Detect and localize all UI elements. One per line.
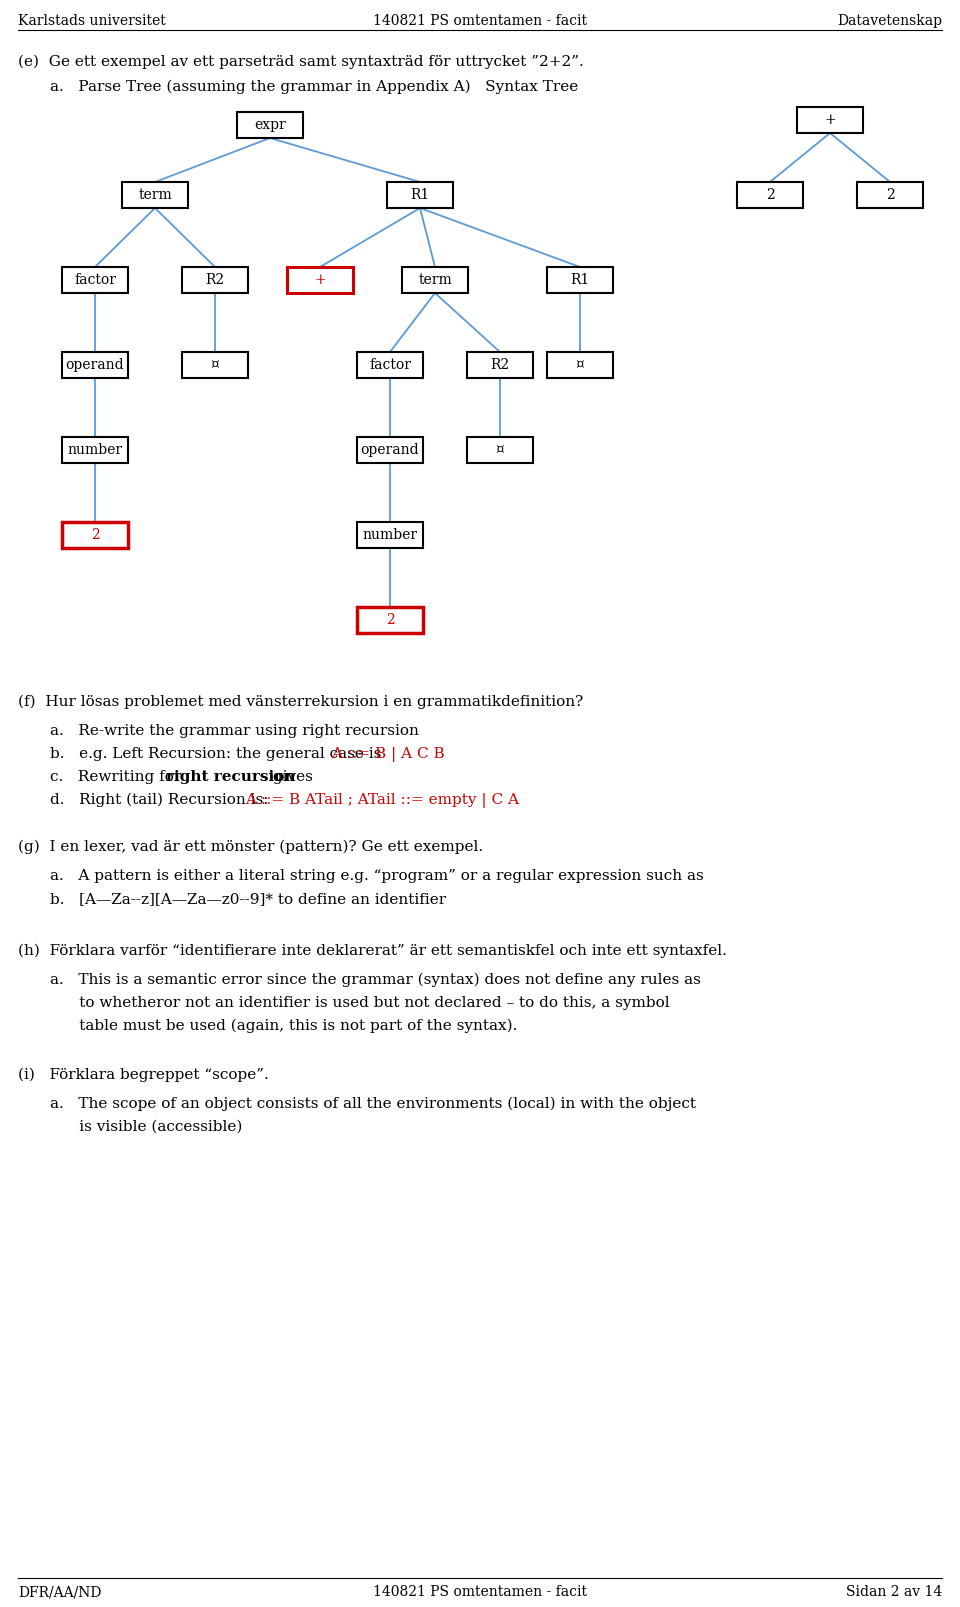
Text: b.   e.g. Left Recursion: the general case is: b. e.g. Left Recursion: the general case… bbox=[50, 747, 386, 762]
FancyBboxPatch shape bbox=[387, 182, 453, 207]
Text: 140821 PS omtentamen - facit: 140821 PS omtentamen - facit bbox=[373, 14, 587, 27]
FancyBboxPatch shape bbox=[62, 437, 128, 463]
Text: +: + bbox=[825, 112, 836, 127]
Text: Sidan 2 av 14: Sidan 2 av 14 bbox=[846, 1585, 942, 1599]
Text: Karlstads universitet: Karlstads universitet bbox=[18, 14, 166, 27]
FancyBboxPatch shape bbox=[357, 522, 423, 548]
Text: 2: 2 bbox=[886, 188, 895, 202]
Text: 2: 2 bbox=[386, 612, 395, 627]
Text: R1: R1 bbox=[410, 188, 430, 202]
Text: operand: operand bbox=[361, 444, 420, 456]
FancyBboxPatch shape bbox=[122, 182, 188, 207]
Text: (f)  Hur lösas problemet med vänsterrekursion i en grammatikdefinition?: (f) Hur lösas problemet med vänsterrekur… bbox=[18, 694, 584, 709]
FancyBboxPatch shape bbox=[547, 352, 613, 378]
FancyBboxPatch shape bbox=[182, 352, 248, 378]
Text: c.   Rewriting for: c. Rewriting for bbox=[50, 770, 186, 784]
Text: number: number bbox=[363, 529, 418, 542]
Text: d.   Right (tail) Recursion is:: d. Right (tail) Recursion is: bbox=[50, 792, 274, 807]
Text: (g)  I en lexer, vad är ett mönster (pattern)? Ge ett exempel.: (g) I en lexer, vad är ett mönster (patt… bbox=[18, 840, 483, 855]
FancyBboxPatch shape bbox=[737, 182, 803, 207]
Text: 140821 PS omtentamen - facit: 140821 PS omtentamen - facit bbox=[373, 1585, 587, 1599]
FancyBboxPatch shape bbox=[357, 607, 423, 633]
Text: number: number bbox=[67, 444, 123, 456]
Text: A ::= B ATail ; ATail ::= empty | C A: A ::= B ATail ; ATail ::= empty | C A bbox=[245, 792, 519, 808]
Text: is visible (accessible): is visible (accessible) bbox=[50, 1120, 242, 1135]
Text: ¤: ¤ bbox=[210, 358, 220, 371]
FancyBboxPatch shape bbox=[402, 267, 468, 292]
Text: a.   Parse Tree (assuming the grammar in Appendix A)   Syntax Tree: a. Parse Tree (assuming the grammar in A… bbox=[50, 80, 578, 95]
Text: to whetheror not an identifier is used but not declared – to do this, a symbol: to whetheror not an identifier is used b… bbox=[50, 996, 670, 1011]
Text: ¤: ¤ bbox=[576, 358, 585, 371]
FancyBboxPatch shape bbox=[357, 437, 423, 463]
Text: term: term bbox=[419, 273, 452, 288]
Text: b.   [A—Za--z][A—Za—z0--9]* to define an identifier: b. [A—Za--z][A—Za—z0--9]* to define an i… bbox=[50, 892, 446, 906]
Text: expr: expr bbox=[254, 117, 286, 132]
Text: gives: gives bbox=[268, 770, 313, 784]
Text: Datavetenskap: Datavetenskap bbox=[837, 14, 942, 27]
Text: R2: R2 bbox=[205, 273, 225, 288]
FancyBboxPatch shape bbox=[237, 112, 303, 138]
FancyBboxPatch shape bbox=[62, 352, 128, 378]
Text: a.   This is a semantic error since the grammar (syntax) does not define any rul: a. This is a semantic error since the gr… bbox=[50, 972, 701, 987]
Text: (h)  Förklara varför “identifierare inte deklarerat” är ett semantiskfel och int: (h) Förklara varför “identifierare inte … bbox=[18, 943, 727, 958]
FancyBboxPatch shape bbox=[467, 352, 533, 378]
Text: table must be used (again, this is not part of the syntax).: table must be used (again, this is not p… bbox=[50, 1019, 517, 1033]
Text: ¤: ¤ bbox=[495, 444, 504, 456]
Text: R2: R2 bbox=[491, 358, 510, 371]
Text: a.   The scope of an object consists of all the environments (local) in with the: a. The scope of an object consists of al… bbox=[50, 1098, 696, 1112]
FancyBboxPatch shape bbox=[62, 267, 128, 292]
Text: a.   Re-write the grammar using right recursion: a. Re-write the grammar using right recu… bbox=[50, 725, 419, 738]
FancyBboxPatch shape bbox=[287, 267, 353, 292]
Text: DFR/AA/ND: DFR/AA/ND bbox=[18, 1585, 102, 1599]
FancyBboxPatch shape bbox=[357, 352, 423, 378]
Text: operand: operand bbox=[65, 358, 124, 371]
Text: (i)   Förklara begreppet “scope”.: (i) Förklara begreppet “scope”. bbox=[18, 1069, 269, 1083]
Text: right recursion: right recursion bbox=[166, 770, 296, 784]
Text: +: + bbox=[314, 273, 325, 288]
FancyBboxPatch shape bbox=[62, 522, 128, 548]
Text: factor: factor bbox=[369, 358, 411, 371]
FancyBboxPatch shape bbox=[467, 437, 533, 463]
FancyBboxPatch shape bbox=[182, 267, 248, 292]
FancyBboxPatch shape bbox=[547, 267, 613, 292]
Text: term: term bbox=[138, 188, 172, 202]
Text: A ::= B | A C B: A ::= B | A C B bbox=[330, 747, 444, 762]
Text: a.   A pattern is either a literal string e.g. “program” or a regular expression: a. A pattern is either a literal string … bbox=[50, 869, 704, 882]
Text: (e)  Ge ett exempel av ett parseträd samt syntaxträd för uttrycket ”2+2”.: (e) Ge ett exempel av ett parseträd samt… bbox=[18, 55, 584, 69]
FancyBboxPatch shape bbox=[857, 182, 923, 207]
Text: 2: 2 bbox=[766, 188, 775, 202]
FancyBboxPatch shape bbox=[797, 108, 863, 133]
Text: 2: 2 bbox=[90, 529, 100, 542]
Text: R1: R1 bbox=[570, 273, 589, 288]
Text: factor: factor bbox=[74, 273, 116, 288]
